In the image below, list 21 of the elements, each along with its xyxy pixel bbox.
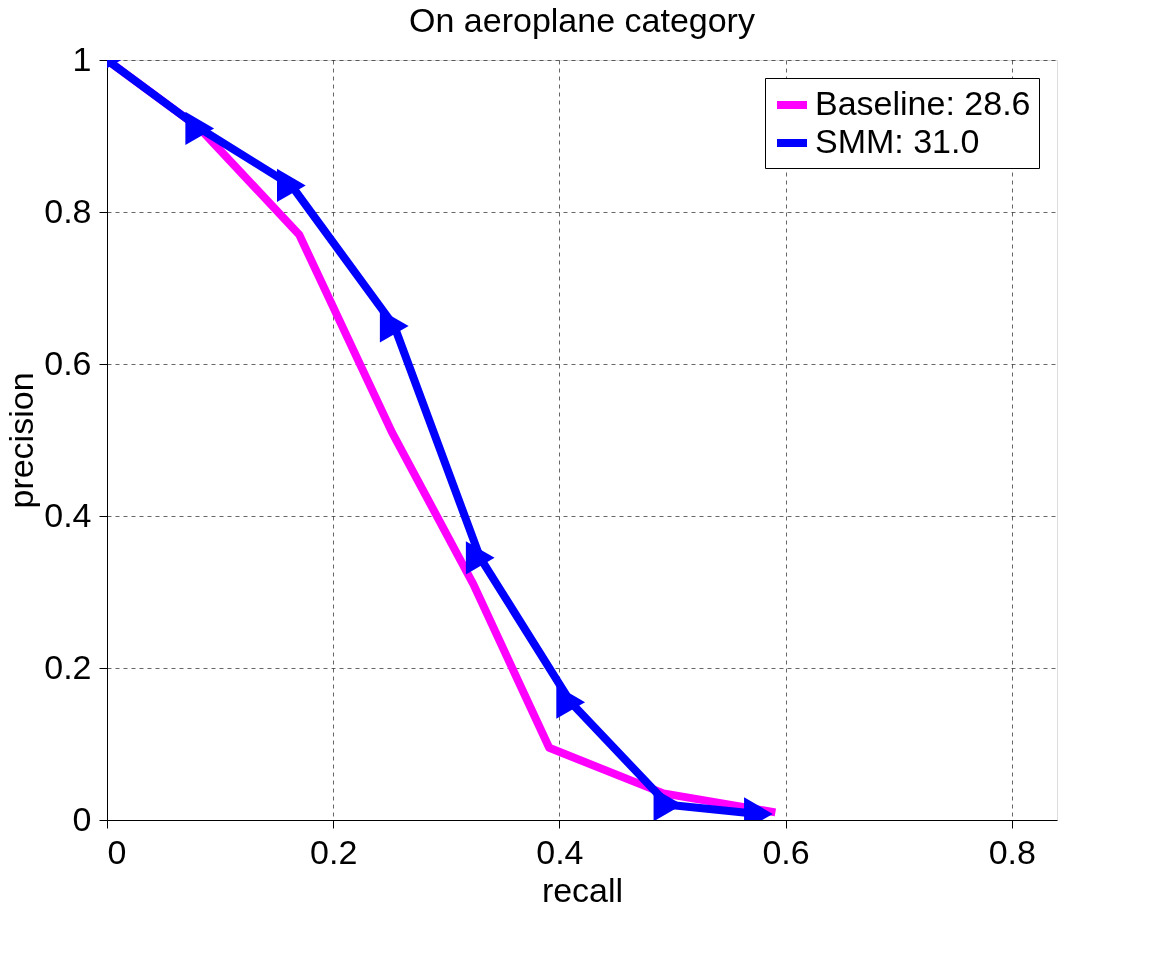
x-tick-label: 0.2 (310, 832, 358, 871)
x-tick-label: 0 (107, 832, 127, 871)
y-tick-label: 0.6 (44, 343, 92, 382)
x-tick-label: 0.8 (988, 832, 1036, 871)
legend-label: Baseline: 28.6 (815, 84, 1031, 122)
x-tick-label: 0.6 (762, 832, 810, 871)
y-tick-label: 1 (72, 39, 92, 78)
y-tick-label: 0.8 (44, 191, 92, 230)
y-tick-label: 0.4 (44, 495, 92, 534)
legend-label: SMM: 31.0 (815, 122, 980, 160)
point (465, 541, 495, 575)
y-tick-label: 0 (72, 799, 92, 838)
y-tick-label: 0.2 (44, 647, 92, 686)
x-axis-title: recall (541, 870, 624, 909)
point (379, 309, 409, 343)
point (276, 168, 306, 202)
point (185, 111, 215, 145)
x-tick-label: 0.4 (536, 832, 584, 871)
y-axis-title: precision (2, 372, 41, 509)
chart-title: On aeroplane category (409, 1, 755, 39)
point (556, 685, 586, 719)
